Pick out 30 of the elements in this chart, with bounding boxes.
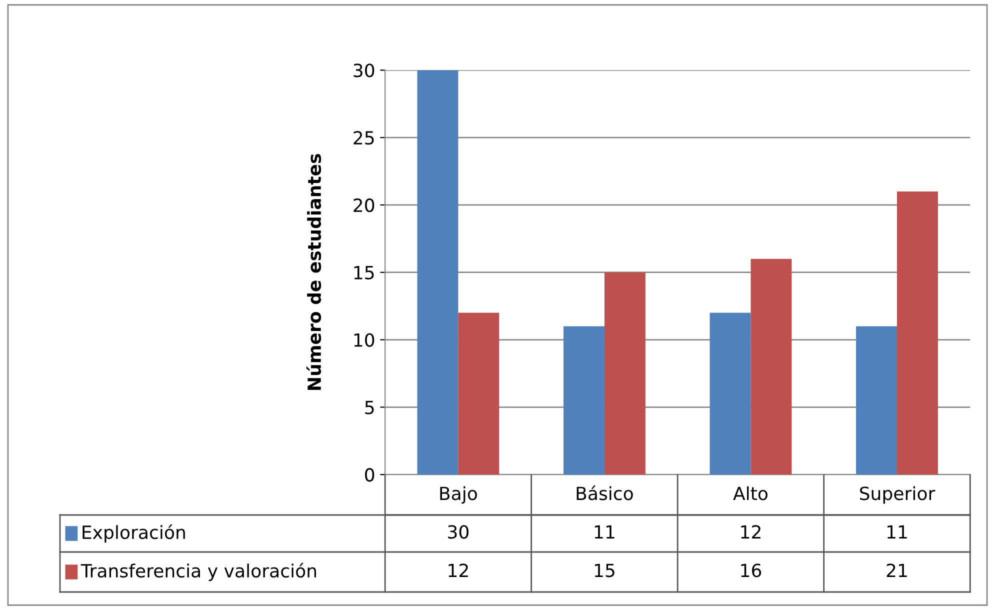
data-label: 16	[741, 564, 762, 578]
data-label: 12	[448, 564, 468, 577]
bar	[417, 70, 458, 475]
y-axis-title: Número de estudiantes	[306, 154, 322, 390]
x-tick-label: Bajo	[440, 486, 477, 504]
x-tick-label: Alto	[733, 486, 768, 500]
y-tick-label: 15	[354, 266, 374, 280]
bar	[750, 258, 792, 475]
x-tick-label: Básico	[576, 486, 633, 500]
bar	[856, 326, 897, 475]
data-label: 11	[887, 525, 907, 538]
y-tick-label: 5	[365, 400, 374, 414]
data-label: 15	[594, 564, 614, 578]
y-tick-label: 0	[365, 468, 374, 482]
bar	[710, 312, 751, 475]
y-tick-label: 30	[354, 64, 374, 78]
data-label: 12	[741, 525, 760, 538]
x-tick-label: Superior	[860, 486, 936, 504]
y-tick-label: 10	[354, 333, 374, 347]
data-label: 21	[886, 564, 907, 577]
bar	[564, 326, 604, 475]
bar	[896, 191, 938, 475]
data-label: 11	[594, 525, 614, 538]
legend-label: Exploración	[82, 524, 185, 543]
y-tick-label: 25	[354, 131, 374, 145]
bar	[604, 272, 646, 475]
bar	[458, 312, 500, 475]
data-label: 30	[448, 525, 468, 539]
legend-label: Transferencia y valoración	[80, 562, 316, 582]
y-tick-label: 20	[354, 198, 374, 212]
